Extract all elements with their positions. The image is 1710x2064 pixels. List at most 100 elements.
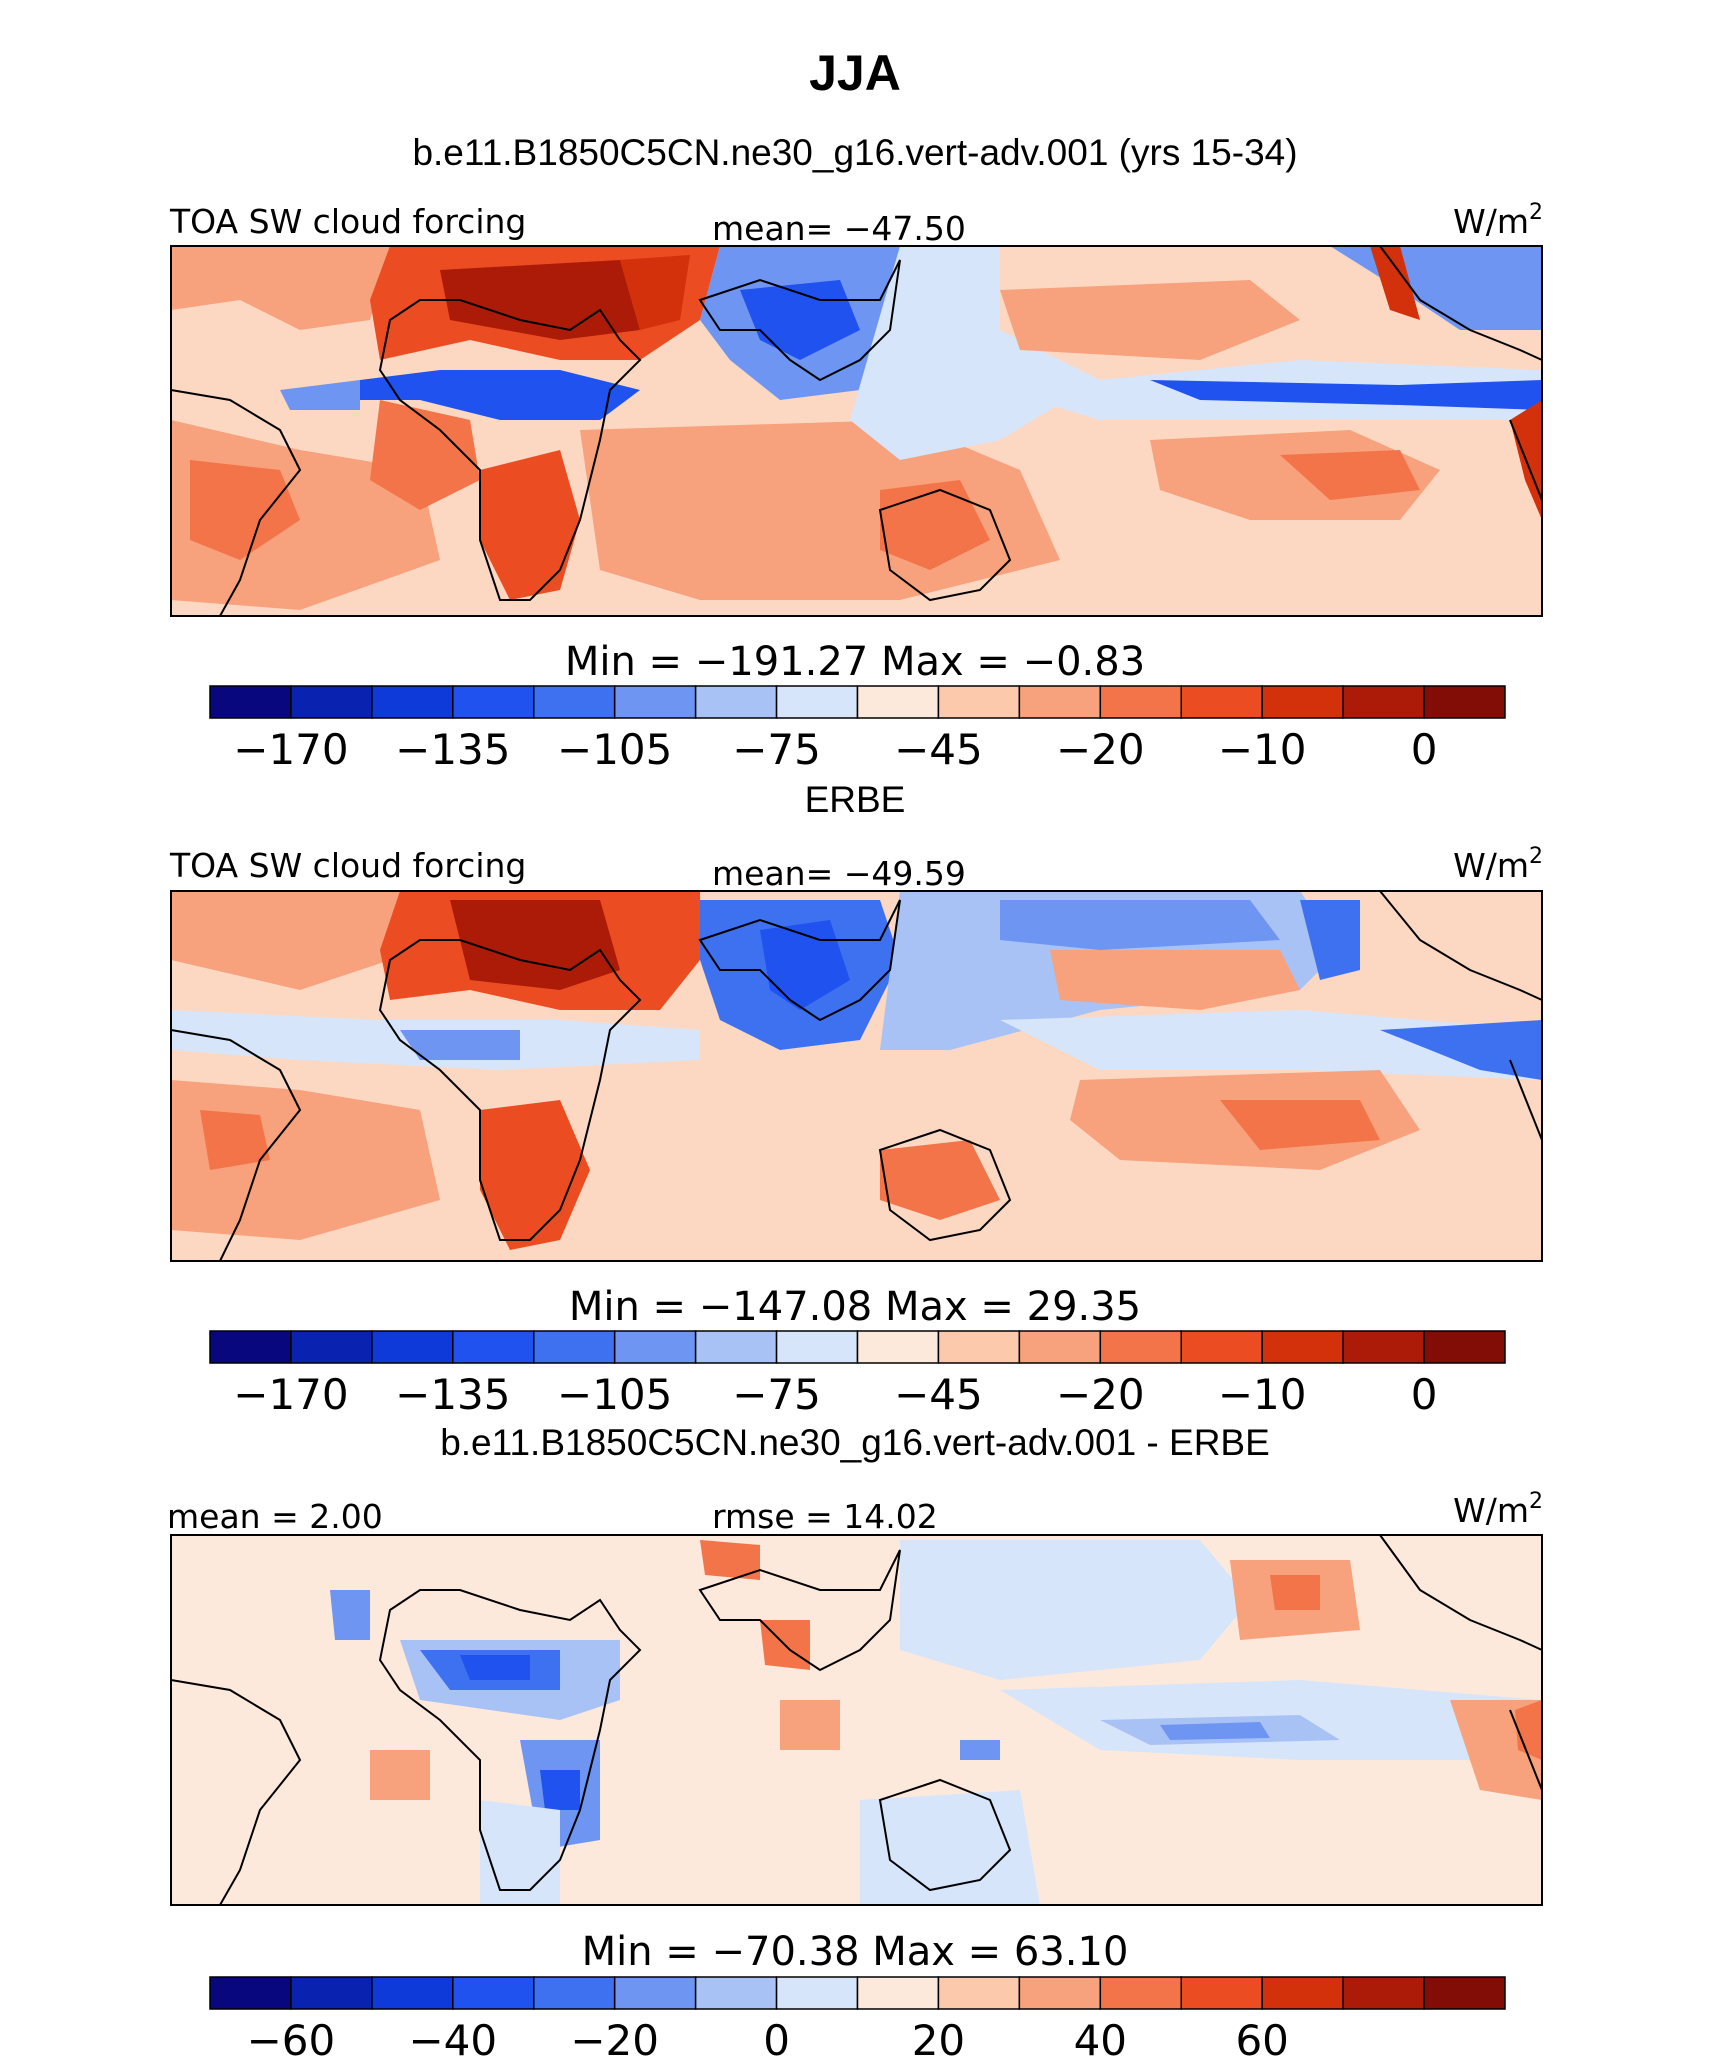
stats-label: Min = −147.08 Max = 29.35 [569, 1284, 1141, 1330]
colorbar-swatch [613, 685, 697, 719]
variable-label: TOA SW cloud forcing [169, 846, 526, 885]
colorbar-tick-label: −40 [408, 2016, 497, 2064]
colorbar-swatch [937, 1976, 1021, 2010]
colorbar-swatch [371, 685, 454, 719]
panel-title: b.e11.B1850C5CN.ne30_g16.vert-adv.001 - … [440, 1422, 1270, 1463]
units-exponent: 2 [1529, 200, 1543, 225]
colorbar-swatch [452, 1330, 535, 1364]
colorbar-swatch [775, 1976, 859, 2010]
colorbar-tick-label: −135 [395, 1370, 510, 1419]
units-text: W/m [1453, 846, 1529, 885]
units-exponent: 2 [1529, 844, 1543, 869]
mean-label: mean= −49.59 [712, 854, 966, 893]
colorbar [209, 1330, 1506, 1364]
colorbar-tick-label: −20 [1056, 1370, 1145, 1419]
colorbar-swatch [1342, 1976, 1425, 2010]
colorbar-swatch [856, 1976, 940, 2010]
colorbar-ticks: −170 −135 −105 −75 −45 −20 −10 0 [233, 725, 1437, 774]
units-label: W/m2 [1453, 1489, 1543, 1530]
stats-label: Min = −191.27 Max = −0.83 [565, 639, 1145, 685]
colorbar-tick-label: 20 [912, 2016, 965, 2064]
colorbar-swatch [209, 1330, 292, 1364]
map-plot [170, 890, 1543, 1262]
colorbar-swatch [1018, 1976, 1102, 2010]
variable-label: TOA SW cloud forcing [169, 202, 526, 241]
colorbar-swatch [613, 1976, 697, 2010]
colorbar-swatch [1423, 1330, 1506, 1364]
colorbar-swatch [371, 1976, 454, 2010]
colorbar-swatch [452, 1976, 535, 2010]
colorbar-swatch [1099, 1330, 1183, 1364]
mean-label: mean= −47.50 [712, 209, 966, 248]
colorbar-swatch [694, 685, 778, 719]
colorbar-swatch [694, 1330, 778, 1364]
colorbar-swatch [1423, 685, 1506, 719]
colorbar-swatch [613, 1330, 697, 1364]
figure-title: JJA [809, 45, 901, 101]
panel-observations: ERBE TOA SW cloud forcing mean= −49.59 W… [169, 779, 1543, 1419]
units-text: W/m [1453, 1491, 1529, 1530]
colorbar-swatch [209, 685, 292, 719]
units-label: W/m2 [1453, 844, 1543, 885]
rmse-label: rmse = 14.02 [712, 1497, 938, 1536]
colorbar-swatch [1261, 685, 1344, 719]
colorbar-tick-label: 0 [1411, 725, 1438, 774]
colorbar-swatch [694, 1976, 778, 2010]
colorbar-swatch [856, 1330, 940, 1364]
colorbar-ticks: −60 −40 −20 0 20 40 60 [247, 2016, 1289, 2064]
units-label: W/m2 [1453, 200, 1543, 241]
panel-title: b.e11.B1850C5CN.ne30_g16.vert-adv.001 (y… [412, 132, 1297, 173]
colorbar-swatch [290, 1976, 373, 2010]
colorbar-swatch [1018, 1330, 1102, 1364]
colorbar-tick-label: −105 [557, 1370, 672, 1419]
units-exponent: 2 [1529, 1489, 1543, 1514]
colorbar-tick-label: −10 [1218, 1370, 1307, 1419]
colorbar-tick-label: −20 [570, 2016, 659, 2064]
colorbar-swatch [937, 1330, 1021, 1364]
colorbar-swatch [775, 1330, 859, 1364]
colorbar-tick-label: −135 [395, 725, 510, 774]
colorbar-tick-label: 40 [1074, 2016, 1127, 2064]
mean-label: mean = 2.00 [167, 1497, 383, 1536]
colorbar-tick-label: 0 [1411, 1370, 1438, 1419]
colorbar-swatch [1261, 1330, 1344, 1364]
colorbar-tick-label: −45 [894, 1370, 983, 1419]
colorbar-swatch [1423, 1976, 1506, 2010]
colorbar-swatch [290, 685, 373, 719]
colorbar-tick-label: −75 [732, 1370, 821, 1419]
colorbar-swatch [937, 685, 1021, 719]
colorbar-swatch [1018, 685, 1102, 719]
map-plot [170, 1534, 1543, 1906]
colorbar-swatch [1261, 1976, 1344, 2010]
colorbar-tick-label: −45 [894, 725, 983, 774]
colorbar [209, 1976, 1506, 2010]
colorbar-swatch [209, 1976, 292, 2010]
panel-model: b.e11.B1850C5CN.ne30_g16.vert-adv.001 (y… [169, 132, 1543, 774]
stats-label: Min = −70.38 Max = 63.10 [582, 1929, 1129, 1975]
colorbar-tick-label: −60 [247, 2016, 336, 2064]
panel-difference: b.e11.B1850C5CN.ne30_g16.vert-adv.001 - … [167, 1422, 1543, 2064]
colorbar-swatch [1180, 1976, 1263, 2010]
colorbar-tick-label: −10 [1218, 725, 1307, 774]
colorbar-swatch [533, 1976, 616, 2010]
panel-title: ERBE [805, 779, 906, 820]
colorbar [209, 685, 1506, 719]
colorbar-swatch [1342, 1330, 1425, 1364]
colorbar-tick-label: −75 [732, 725, 821, 774]
colorbar-swatch [533, 1330, 616, 1364]
colorbar-swatch [1180, 685, 1263, 719]
colorbar-tick-label: −170 [233, 725, 348, 774]
colorbar-tick-label: 0 [763, 2016, 790, 2064]
units-text: W/m [1453, 202, 1529, 241]
colorbar-swatch [533, 685, 616, 719]
map-plot [170, 245, 1543, 617]
colorbar-tick-label: −170 [233, 1370, 348, 1419]
colorbar-swatch [290, 1330, 373, 1364]
colorbar-swatch [371, 1330, 454, 1364]
colorbar-swatch [1099, 1976, 1183, 2010]
colorbar-swatch [1180, 1330, 1263, 1364]
colorbar-tick-label: −20 [1056, 725, 1145, 774]
colorbar-tick-label: −105 [557, 725, 672, 774]
colorbar-swatch [856, 685, 940, 719]
